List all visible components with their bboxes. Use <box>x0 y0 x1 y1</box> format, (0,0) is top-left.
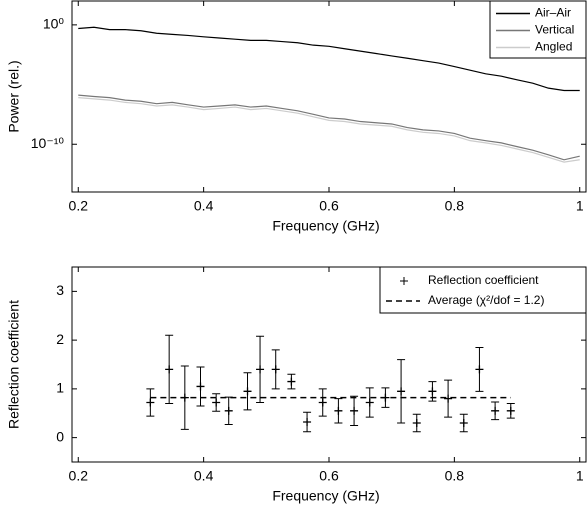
point-marker <box>365 398 374 407</box>
y-tick-label: 10⁻¹⁰ <box>31 135 65 151</box>
x-tick-label: 0.6 <box>319 468 339 484</box>
y-tick-label: 0 <box>56 428 64 444</box>
y-tick-label: 1 <box>56 380 64 396</box>
point-marker <box>397 387 406 396</box>
point-marker <box>212 398 221 407</box>
y-tick-label: 2 <box>56 331 64 347</box>
legend-box <box>379 266 587 314</box>
point-marker <box>491 406 500 415</box>
y-tick-label: 10⁰ <box>43 16 65 32</box>
legend-label: Reflection coefficient <box>428 273 539 287</box>
point-marker <box>350 406 359 415</box>
point-marker <box>165 365 174 374</box>
point-marker <box>243 387 252 396</box>
x-tick-label: 0.4 <box>194 468 214 484</box>
x-tick-label: 0.2 <box>69 468 89 484</box>
point-marker <box>506 406 515 415</box>
point-marker <box>444 394 453 403</box>
point-marker <box>318 398 327 407</box>
legend-swatch <box>400 277 408 285</box>
point-marker <box>146 398 155 407</box>
legend: Reflection coefficient Average (χ²/dof = … <box>379 266 587 314</box>
y-tick-label: 3 <box>56 282 64 298</box>
point-marker <box>287 377 296 386</box>
point-marker <box>475 365 484 374</box>
legend-label: Angled <box>535 40 572 54</box>
x-tick-label: 0.8 <box>445 468 465 484</box>
point-marker <box>271 365 280 374</box>
point-marker <box>334 406 343 415</box>
y-axis-label: Reflection coefficient <box>6 300 22 429</box>
x-tick-label: 1 <box>576 468 584 484</box>
point-marker <box>196 382 205 391</box>
x-tick-label: 0.2 <box>69 198 89 214</box>
series-line <box>78 26 580 92</box>
x-tick-label: 0.4 <box>194 198 214 214</box>
series-line <box>78 94 580 161</box>
point-marker <box>224 406 233 415</box>
point-marker <box>428 387 437 396</box>
legend-label: Vertical <box>535 23 574 37</box>
legend-box <box>489 0 587 59</box>
subplot: 0.2 0.4 0.6 0.8 1 0 1 2 3 Frequency (GHz) Reflecti… <box>6 266 587 504</box>
x-tick-label: 0.8 <box>445 198 465 214</box>
x-tick-label: 1 <box>576 198 584 214</box>
subplot: 0.2 0.4 0.6 0.8 1 10⁰ 10⁻¹⁰ Frequency (GHz) Powe… <box>6 0 587 234</box>
point-marker <box>303 418 312 427</box>
y-axis-label: Power (rel.) <box>6 60 22 132</box>
point-marker <box>412 419 421 427</box>
x-tick-label: 0.6 <box>319 198 339 214</box>
legend-label: Air–Air <box>535 6 571 20</box>
legend: Air–Air Vertical Angled <box>489 0 587 59</box>
point-marker <box>256 365 265 374</box>
x-axis-label: Frequency (GHz) <box>272 218 379 234</box>
legend-label: Average (χ²/dof = 1.2) <box>428 293 544 307</box>
x-axis-label: Frequency (GHz) <box>272 488 379 504</box>
series-line <box>78 97 580 163</box>
point-marker <box>459 419 468 427</box>
